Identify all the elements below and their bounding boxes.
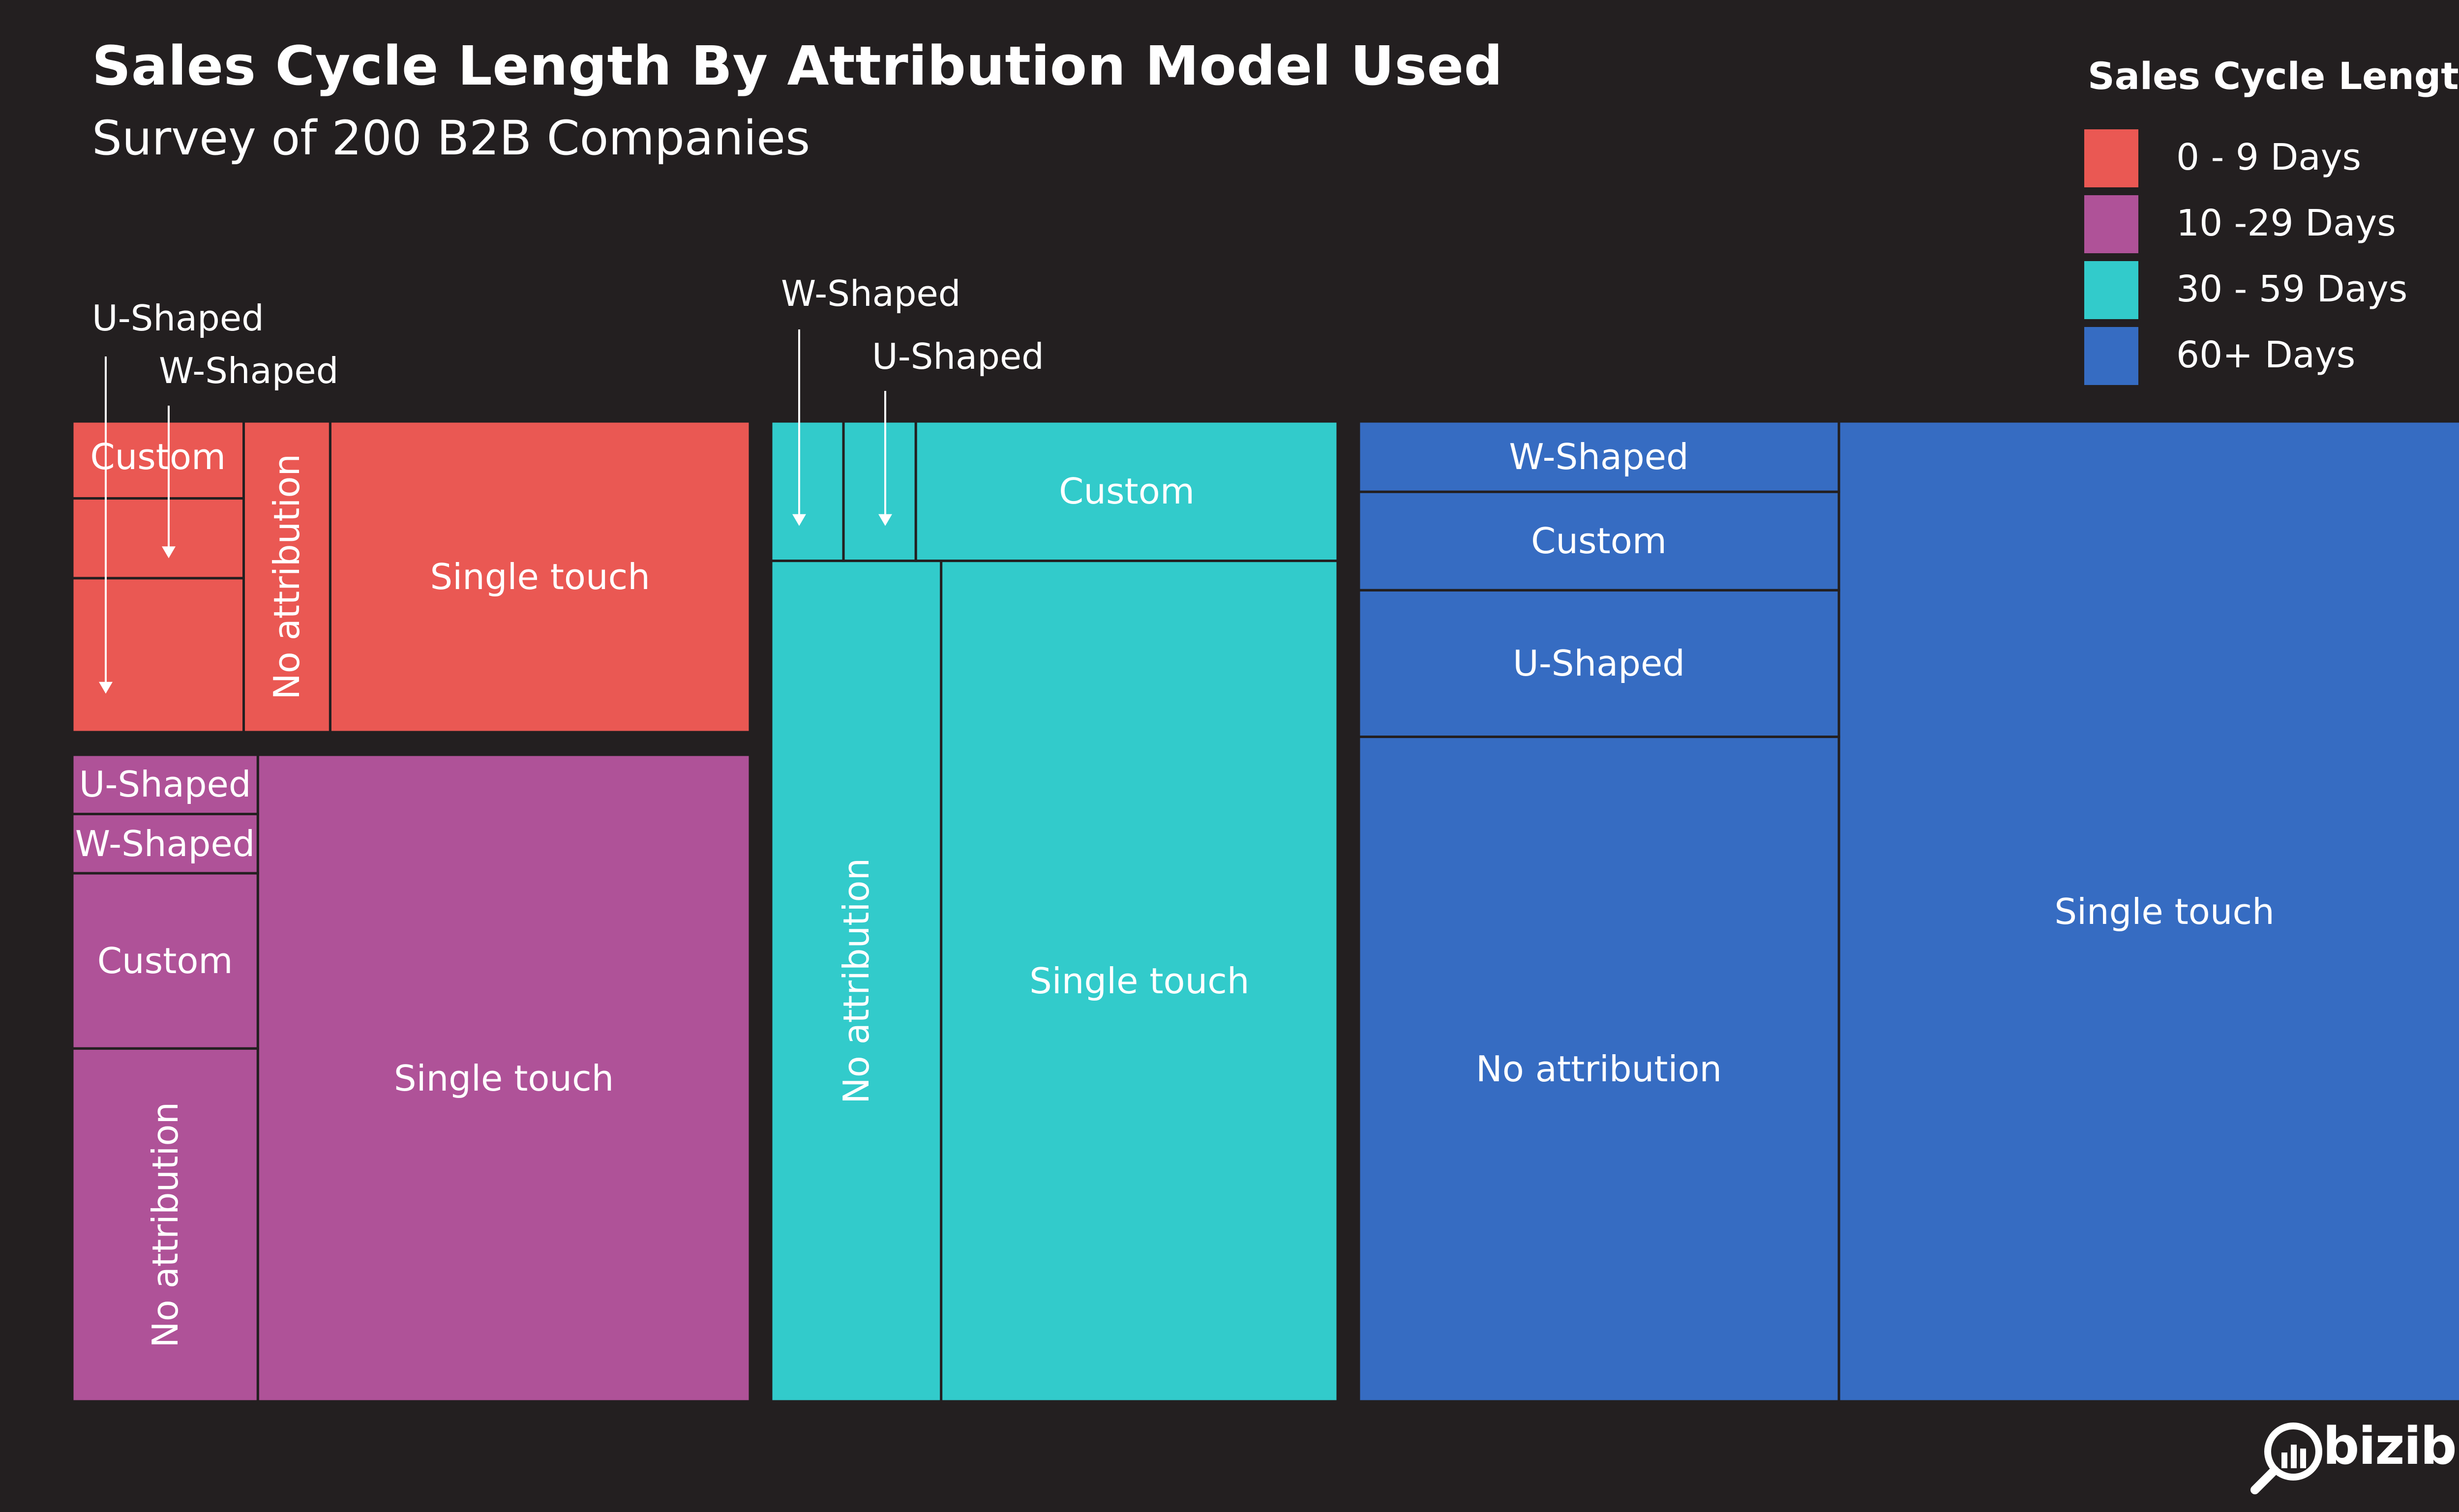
callout-label: W-Shaped bbox=[781, 273, 961, 314]
treemap-cell-label-text: Single touch bbox=[1029, 960, 1250, 1002]
legend-swatch bbox=[2084, 327, 2138, 385]
chart-subtitle: Survey of 200 B2B Companies bbox=[92, 111, 810, 166]
chart-title: Sales Cycle Length By Attribution Model … bbox=[92, 34, 1503, 97]
treemap-cell-label: Single touch bbox=[1839, 421, 2459, 1401]
treemap-cell-label: Custom bbox=[72, 421, 243, 499]
treemap-cell-label: U-Shaped bbox=[72, 755, 258, 814]
callout-arrowhead bbox=[792, 514, 806, 526]
treemap-cell-label-text: Single touch bbox=[430, 556, 650, 597]
legend-swatch bbox=[2084, 195, 2138, 253]
brand-name: bizible bbox=[2323, 1416, 2459, 1476]
legend-label: 60+ Days bbox=[2176, 334, 2356, 376]
treemap-cell-label: Single touch bbox=[941, 561, 1338, 1401]
legend-label: 10 -29 Days bbox=[2176, 202, 2396, 244]
treemap-cell-label-text: Custom bbox=[1059, 470, 1195, 512]
treemap-cell-label-text: U-Shaped bbox=[79, 764, 251, 805]
treemap-cell bbox=[71, 497, 245, 580]
treemap-cell-label-text: Custom bbox=[90, 436, 226, 477]
magnifier-bar-chart-icon bbox=[2250, 1423, 2322, 1494]
callout-label: W-Shaped bbox=[159, 350, 339, 391]
legend-swatch bbox=[2084, 129, 2138, 187]
treemap-cell-label: U-Shaped bbox=[1359, 590, 1839, 737]
callout-arrowhead bbox=[99, 682, 113, 694]
callout-arrowhead bbox=[162, 546, 176, 559]
treemap-cell-label: Custom bbox=[72, 873, 258, 1048]
treemap-cell-label: Single touch bbox=[330, 421, 750, 732]
treemap-cell-label-text: U-Shaped bbox=[1513, 643, 1685, 684]
treemap-cell-label: Custom bbox=[916, 421, 1338, 561]
legend-label: 30 - 59 Days bbox=[2176, 268, 2408, 310]
treemap-cell-label: No attribution bbox=[72, 1048, 258, 1401]
treemap-cell bbox=[842, 420, 917, 563]
treemap-cell-label-text: No attribution bbox=[266, 453, 308, 700]
treemap-cell-label-text: Custom bbox=[1531, 520, 1667, 562]
treemap-cell-label: No attribution bbox=[1359, 737, 1839, 1401]
treemap-cell-label-text: No attribution bbox=[1475, 1048, 1722, 1090]
callout-label: U-Shaped bbox=[92, 297, 264, 339]
treemap-cell-label: Single touch bbox=[258, 755, 750, 1401]
treemap-cell-label: W-Shaped bbox=[1359, 421, 1839, 492]
treemap-cell bbox=[770, 420, 845, 563]
bizible-logo: bizible bbox=[2250, 1416, 2459, 1495]
treemap-cell-label-text: Single touch bbox=[2054, 890, 2275, 932]
legend-title: Sales Cycle Length bbox=[2088, 54, 2459, 98]
treemap-cell-label-text: Custom bbox=[97, 940, 233, 982]
treemap-cell-label: No attribution bbox=[771, 561, 941, 1401]
legend-label: 0 - 9 Days bbox=[2176, 136, 2362, 178]
callout-label: U-Shaped bbox=[872, 336, 1044, 377]
legend-swatch bbox=[2084, 261, 2138, 319]
treemap-cell-label: Custom bbox=[1359, 492, 1839, 590]
treemap-cell-label-text: No attribution bbox=[835, 858, 877, 1104]
treemap-cell-label-text: Single touch bbox=[393, 1057, 614, 1099]
treemap-cell-label: W-Shaped bbox=[72, 814, 258, 873]
treemap-cell bbox=[71, 577, 245, 734]
treemap-cell-label-text: W-Shaped bbox=[75, 823, 255, 864]
callout-arrowhead bbox=[878, 514, 892, 526]
treemap-cell-label: No attribution bbox=[243, 421, 330, 732]
treemap-cell-label-text: No attribution bbox=[144, 1102, 186, 1348]
treemap-cell-label-text: W-Shaped bbox=[1509, 436, 1689, 477]
